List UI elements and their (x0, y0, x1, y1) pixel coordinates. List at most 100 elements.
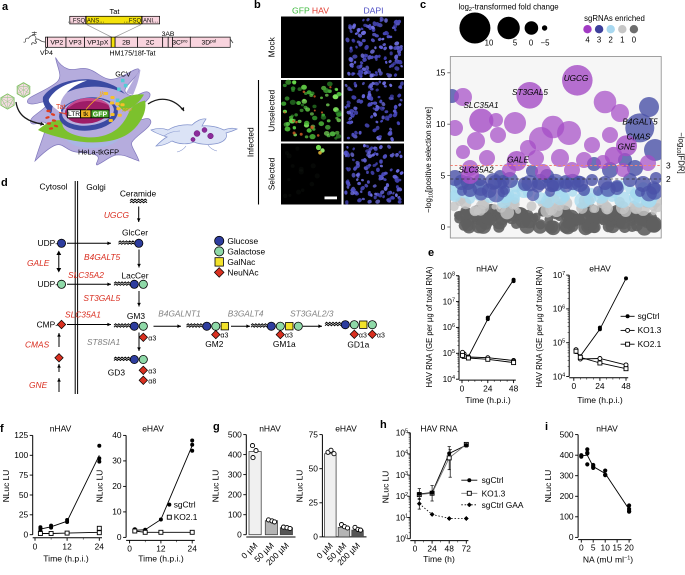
svg-text:HM175/18f-Tat: HM175/18f-Tat (110, 51, 156, 58)
svg-text:...FSQ: ...FSQ (124, 19, 142, 25)
svg-text:100: 100 (14, 450, 28, 460)
svg-text:CMAS: CMAS (627, 133, 651, 142)
svg-text:ST3GAL5: ST3GAL5 (83, 293, 120, 303)
svg-text:sgCtrl: sgCtrl (638, 311, 660, 321)
svg-text:VP2: VP2 (50, 40, 63, 47)
svg-text:40: 40 (112, 430, 122, 440)
svg-text:Golgi: Golgi (86, 182, 106, 192)
svg-text:−log10[FDR]: −log10[FDR] (675, 132, 685, 173)
svg-text:300: 300 (228, 469, 242, 479)
svg-text:GALE: GALE (507, 156, 529, 165)
svg-text:30: 30 (112, 456, 122, 466)
svg-text:...FSQ: ...FSQ (68, 19, 86, 25)
svg-text:a: a (2, 1, 9, 13)
svg-text:NLuc LU: NLuc LU (211, 470, 221, 503)
svg-text:2: 2 (609, 36, 613, 45)
svg-text:KO2.1: KO2.1 (174, 512, 198, 522)
svg-text:NA (mU ml−1): NA (mU ml−1) (583, 555, 633, 565)
svg-text:SLC35A1: SLC35A1 (65, 310, 101, 320)
svg-text:12: 12 (62, 542, 72, 552)
svg-text:24: 24 (595, 381, 605, 391)
svg-text:UGCG: UGCG (104, 210, 130, 220)
svg-text:LacCer: LacCer (122, 271, 149, 281)
svg-text:α3: α3 (148, 368, 156, 375)
svg-text:0: 0 (632, 36, 637, 45)
svg-text:eHAV: eHAV (142, 424, 164, 434)
svg-text:KO1.3: KO1.3 (482, 488, 506, 498)
svg-text:e: e (428, 247, 434, 259)
svg-text:25: 25 (309, 498, 319, 508)
svg-text:103: 103 (396, 470, 408, 480)
svg-text:eHAV: eHAV (335, 424, 357, 434)
svg-text:300: 300 (560, 471, 574, 481)
svg-text:sgRNAs enriched: sgRNAs enriched (584, 14, 645, 23)
svg-text:HAV RNA (GE per µg of total RN: HAV RNA (GE per µg of total RNA) (535, 266, 544, 387)
svg-text:nHAV: nHAV (259, 424, 281, 434)
svg-text:LTR: LTR (68, 111, 80, 118)
svg-text:20: 20 (624, 543, 634, 553)
svg-text:α3: α3 (359, 332, 367, 339)
svg-text:sgCtrl: sgCtrl (174, 500, 196, 510)
svg-text:500: 500 (228, 429, 242, 439)
svg-text:0: 0 (579, 543, 584, 553)
svg-text:nHAV: nHAV (476, 264, 498, 274)
svg-text:Time (h): Time (h) (423, 554, 455, 564)
svg-text:SLC35A2: SLC35A2 (68, 270, 104, 280)
svg-text:VP3: VP3 (69, 40, 82, 47)
svg-text:ST3GAL2/3: ST3GAL2/3 (290, 309, 334, 319)
svg-text:Selected: Selected (267, 157, 277, 190)
svg-text:NLuc LU: NLuc LU (543, 470, 553, 503)
svg-text:GALE: GALE (27, 258, 50, 268)
svg-text:75: 75 (309, 429, 319, 439)
svg-text:105: 105 (396, 428, 408, 438)
svg-text:GM3: GM3 (127, 311, 145, 321)
svg-text:GM2: GM2 (205, 339, 223, 349)
svg-text:10: 10 (485, 39, 494, 48)
svg-text:B4GALT5: B4GALT5 (622, 118, 658, 127)
svg-text:−5: −5 (541, 39, 551, 48)
svg-text:104: 104 (443, 374, 455, 384)
svg-text:Infected: Infected (246, 127, 256, 157)
svg-text:sgCtrl: sgCtrl (482, 475, 504, 485)
svg-text:0: 0 (441, 222, 446, 232)
svg-text:72: 72 (462, 544, 472, 554)
svg-text:Cytosol: Cytosol (40, 182, 68, 192)
svg-text:4: 4 (585, 36, 590, 45)
svg-text:UDP-: UDP- (38, 279, 59, 289)
svg-text:24: 24 (483, 384, 493, 394)
svg-text:HeLa-tkGFP: HeLa-tkGFP (78, 148, 119, 157)
svg-text:3AB: 3AB (162, 31, 175, 38)
svg-text:3: 3 (666, 160, 671, 170)
svg-text:GFP: GFP (93, 111, 108, 118)
svg-text:Tat: Tat (109, 7, 120, 16)
svg-text:GFP HAV: GFP HAV (292, 6, 329, 16)
svg-text:24: 24 (427, 544, 437, 554)
svg-text:VP1pX: VP1pX (87, 40, 109, 47)
svg-text:GD3: GD3 (108, 368, 126, 378)
svg-text:50: 50 (19, 490, 29, 500)
svg-text:log2-transformed fold change: log2-transformed fold change (459, 3, 559, 14)
svg-text:ANI...: ANI... (143, 19, 158, 25)
svg-text:106: 106 (443, 322, 455, 332)
svg-text:B4GALNT1: B4GALNT1 (158, 309, 200, 319)
svg-text:2C: 2C (146, 40, 155, 47)
svg-text:f: f (0, 423, 4, 435)
svg-text:Time (h.p.i.): Time (h.p.i.) (138, 554, 184, 564)
svg-text:200: 200 (228, 490, 242, 500)
svg-text:GNE: GNE (618, 143, 636, 152)
svg-text:b: b (254, 0, 261, 11)
svg-text:0: 0 (24, 530, 29, 540)
svg-text:24: 24 (188, 544, 198, 554)
svg-text:102: 102 (396, 491, 408, 501)
svg-text:SLC35A1: SLC35A1 (463, 101, 498, 110)
svg-text:h: h (380, 419, 387, 431)
svg-text:200: 200 (560, 491, 574, 501)
svg-text:KO1.3: KO1.3 (638, 325, 662, 335)
svg-text:24: 24 (95, 542, 105, 552)
svg-text:0: 0 (33, 542, 38, 552)
svg-text:400: 400 (228, 449, 242, 459)
svg-text:107: 107 (553, 270, 565, 280)
svg-text:Time (h.p.i.): Time (h.p.i.) (577, 395, 623, 405)
svg-text:g: g (213, 421, 220, 433)
svg-text:15: 15 (436, 68, 446, 78)
